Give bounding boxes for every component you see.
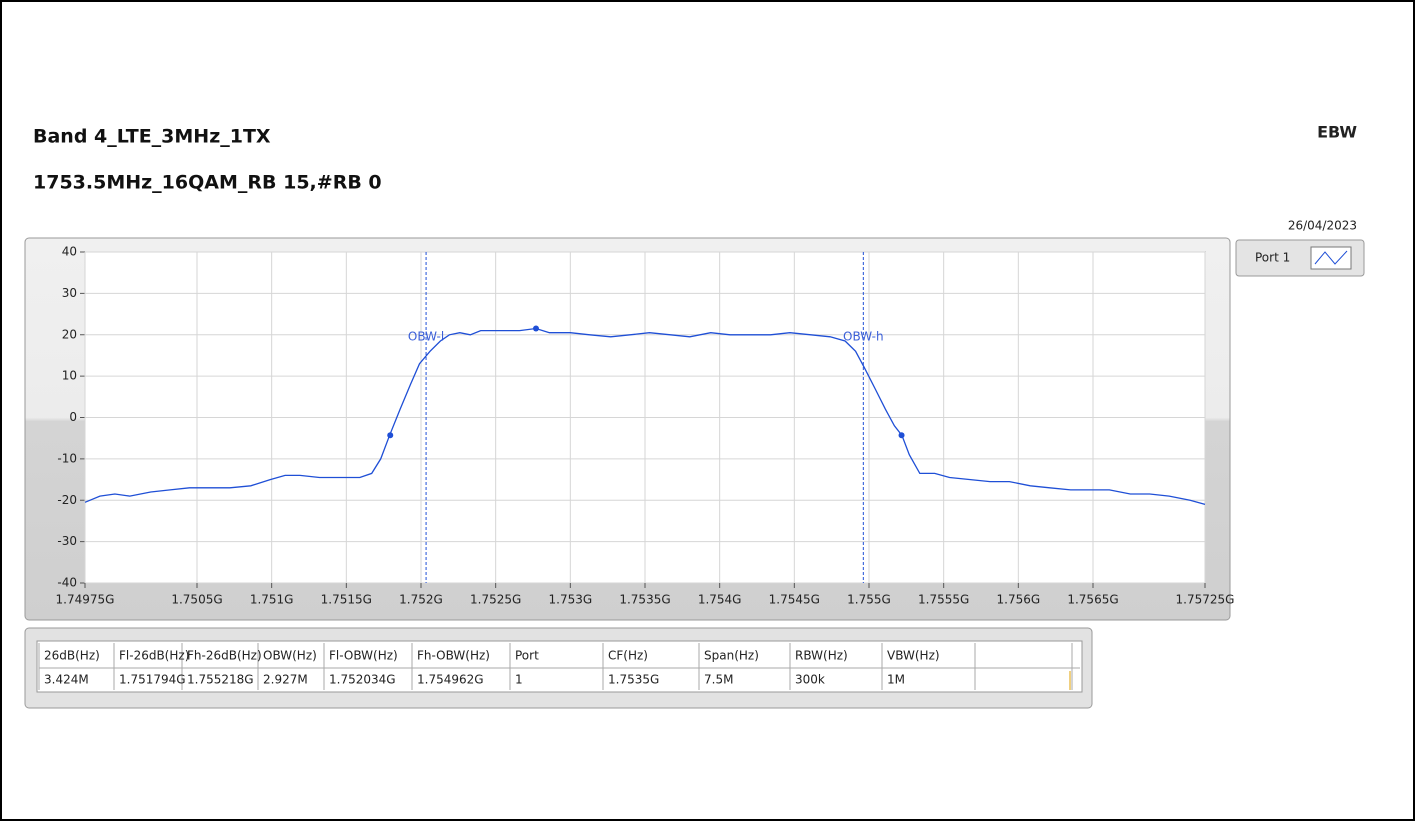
table-cell: 3.424M (44, 673, 89, 687)
x-tick-label: 1.7505G (171, 593, 222, 607)
y-tick-label: -40 (57, 576, 77, 590)
peak-point (532, 325, 539, 332)
table-header: Fh-26dB(Hz) (187, 649, 262, 663)
x-tick-label: 1.7565G (1067, 593, 1118, 607)
y-tick-label: 20 (62, 327, 77, 341)
date: 26/04/2023 (1288, 219, 1357, 233)
table-header: Port (515, 649, 539, 663)
table-cell: 7.5M (704, 673, 733, 687)
x-tick-label: 1.7545G (769, 593, 820, 607)
x-tick-label: 1.755G (847, 593, 891, 607)
x-tick-label: 1.7515G (321, 593, 372, 607)
table-header: Span(Hz) (704, 649, 759, 663)
table-cell: 1 (515, 673, 523, 687)
table-header: CF(Hz) (608, 649, 648, 663)
table-cell: 1.751794G (119, 673, 186, 687)
table-header: RBW(Hz) (795, 649, 848, 663)
peak-point (898, 432, 905, 439)
table-cell: 2.927M (263, 673, 308, 687)
table-header: Fh-OBW(Hz) (417, 649, 490, 663)
legend-swatch (1314, 250, 1348, 265)
y-tick-label: -20 (57, 493, 77, 507)
legend-label: Port 1 (1255, 251, 1290, 265)
peak-point (387, 432, 394, 439)
x-tick-label: 1.7555G (918, 593, 969, 607)
y-tick-label: -30 (57, 534, 77, 548)
x-tick-label: 1.753G (549, 593, 593, 607)
marker-label: OBW-l (408, 329, 444, 343)
x-tick-label: 1.754G (698, 593, 742, 607)
x-tick-label: 1.75725G (1176, 593, 1235, 607)
x-tick-label: 1.74975G (56, 593, 115, 607)
trace (84, 327, 1206, 506)
table-header: Fl-26dB(Hz) (119, 649, 189, 663)
y-tick-label: 10 (62, 369, 77, 383)
table (36, 640, 1083, 693)
table-cell: 1.755218G (187, 673, 254, 687)
subtitle: 1753.5MHz_16QAM_RB 15,#RB 0 (33, 172, 382, 194)
table-header: 26dB(Hz) (44, 649, 100, 663)
table-cell: 300k (795, 673, 825, 687)
table-cell: 1.754962G (417, 673, 484, 687)
y-tick-label: 0 (69, 410, 77, 424)
marker-label: OBW-h (843, 329, 884, 343)
x-tick-label: 1.7535G (619, 593, 670, 607)
y-tick-label: 30 (62, 286, 77, 300)
y-tick-label: 40 (62, 245, 77, 259)
table-cell: 1M (887, 673, 905, 687)
title: Band 4_LTE_3MHz_1TX (33, 126, 271, 148)
x-tick-label: 1.751G (250, 593, 294, 607)
table-cell: 1.7535G (608, 673, 659, 687)
mode: EBW (1317, 123, 1357, 142)
table-header: Fl-OBW(Hz) (329, 649, 398, 663)
x-tick-label: 1.752G (399, 593, 443, 607)
table-header: VBW(Hz) (887, 649, 940, 663)
x-tick-label: 1.7525G (470, 593, 521, 607)
table-header: OBW(Hz) (263, 649, 317, 663)
legend-swatch-box (1310, 246, 1352, 270)
table-cell: 1.752034G (329, 673, 396, 687)
x-tick-label: 1.756G (997, 593, 1041, 607)
y-tick-label: -10 (57, 451, 77, 465)
